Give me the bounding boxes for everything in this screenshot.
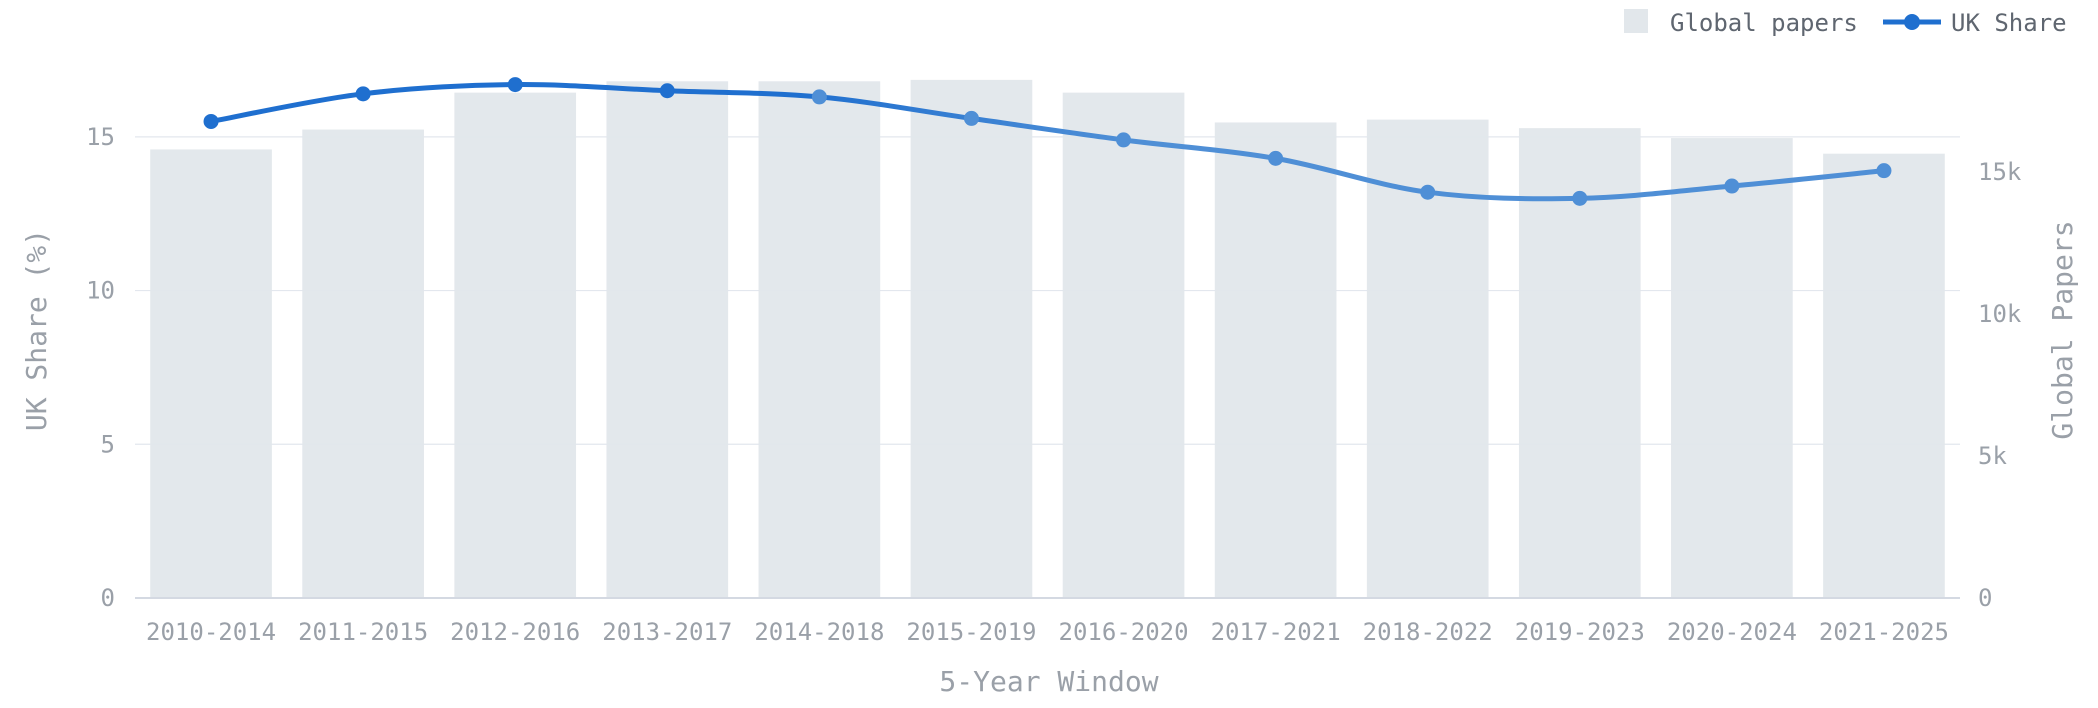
bar (758, 81, 881, 599)
uk-share-point (507, 77, 523, 93)
x-tick-label: 2019-2023 (1515, 618, 1645, 646)
legend-swatch-bar (1624, 9, 1648, 33)
x-tick-label: 2014-2018 (754, 618, 884, 646)
uk-share-line (208, 82, 1887, 202)
y-right-tick-label: 15k (1978, 158, 2022, 186)
x-tick-label: 2013-2017 (602, 618, 732, 646)
bar (302, 129, 424, 598)
uk-share-point (963, 110, 979, 126)
bar (910, 79, 1033, 598)
y-left-tick-label: 0 (101, 584, 115, 612)
x-tick-label: 2020-2024 (1667, 618, 1797, 646)
y-left-tick-label: 5 (101, 430, 115, 458)
y-left-tick-label: 10 (86, 277, 115, 305)
y-right-tick-label: 0 (1978, 584, 1992, 612)
x-axis-title: 5-Year Window (939, 665, 1158, 698)
uk-share-point (1724, 178, 1740, 194)
uk-share-point (811, 89, 827, 105)
y-left-tick-label: 15 (86, 123, 115, 151)
x-tick-label: 2010-2014 (146, 618, 276, 646)
legend-label-global-papers: Global papers (1670, 9, 1858, 37)
bar (1062, 92, 1185, 598)
bar (1823, 153, 1945, 598)
uk-share-point (1876, 163, 1892, 179)
x-tick-label: 2018-2022 (1363, 618, 1493, 646)
uk-share-point (203, 113, 219, 129)
y-left-axis-title: UK Share (%) (20, 229, 53, 431)
bar (150, 149, 272, 598)
uk-share-point (355, 86, 371, 102)
x-tick-label: 2016-2020 (1059, 618, 1189, 646)
y-right-axis-title: Global Papers (2046, 220, 2079, 439)
x-tick-label: 2011-2015 (298, 618, 428, 646)
uk-share-point (1268, 150, 1284, 166)
uk-share-point (1572, 190, 1588, 206)
bar (1214, 122, 1337, 598)
x-tick-label: 2021-2025 (1819, 618, 1949, 646)
y-right-tick-label: 5k (1978, 442, 2007, 470)
bar (1671, 138, 1793, 598)
x-tick-label: 2012-2016 (450, 618, 580, 646)
legend-swatch-marker (1904, 14, 1920, 30)
x-tick-label: 2015-2019 (906, 618, 1036, 646)
bar (606, 81, 729, 599)
y-right-tick-label: 10k (1978, 300, 2022, 328)
uk-share-point (659, 83, 675, 99)
legend-label-uk-share: UK Share (1951, 9, 2067, 37)
bar (454, 92, 577, 598)
uk-share-point (1116, 132, 1132, 148)
uk-share-point (1420, 184, 1436, 200)
bar (1518, 128, 1641, 598)
x-tick-label: 2017-2021 (1211, 618, 1341, 646)
